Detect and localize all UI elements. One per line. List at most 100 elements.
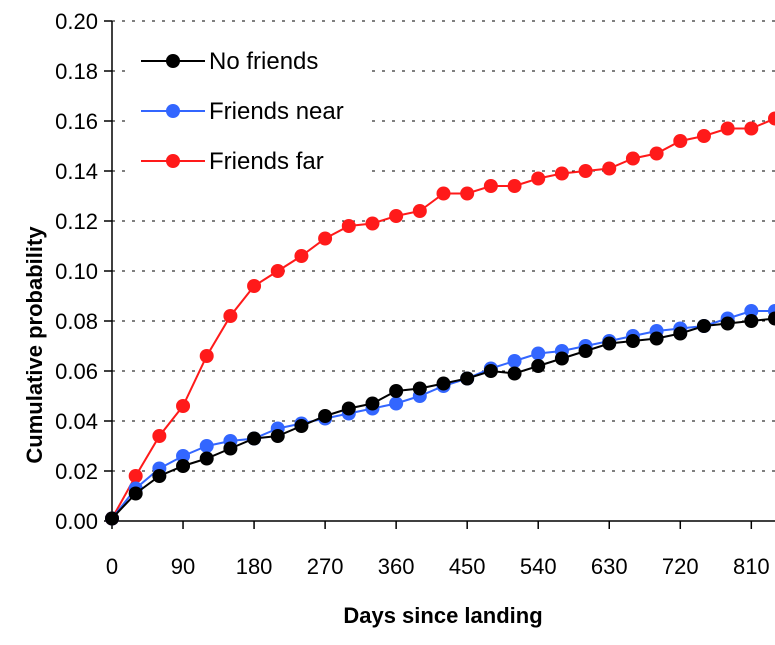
data-point — [460, 371, 475, 386]
data-point — [152, 429, 167, 443]
data-point — [602, 336, 617, 351]
data-point — [199, 349, 214, 363]
legend-item: Friends near — [141, 98, 344, 125]
legend-label: Friends far — [209, 148, 324, 175]
data-point — [531, 359, 546, 373]
data-point — [176, 399, 191, 413]
y-tick-label: 0.12 — [55, 209, 98, 234]
data-point — [483, 179, 498, 193]
series-friends-far — [105, 111, 775, 526]
data-point — [720, 121, 735, 136]
legend-swatch-marker — [166, 154, 180, 168]
data-point — [318, 409, 333, 423]
y-axis-title: Cumulative probability — [22, 226, 47, 464]
data-point — [696, 129, 711, 143]
data-point — [389, 384, 404, 398]
data-point — [389, 209, 404, 223]
data-point — [199, 439, 214, 453]
data-point — [507, 179, 522, 193]
data-point — [744, 121, 759, 136]
data-point — [199, 451, 214, 466]
legend-label: Friends near — [209, 98, 344, 125]
data-point — [507, 366, 522, 381]
data-point — [602, 161, 617, 176]
series-lines — [105, 111, 775, 526]
data-point — [152, 469, 167, 483]
data-point — [460, 186, 475, 201]
data-point — [318, 231, 333, 246]
data-point — [768, 311, 775, 326]
data-point — [649, 146, 664, 161]
data-point — [649, 331, 664, 346]
data-point — [128, 469, 143, 483]
data-point — [673, 326, 688, 341]
data-point — [341, 401, 356, 416]
x-tick-label: 540 — [520, 554, 557, 579]
data-point — [247, 431, 262, 446]
x-tick-label: 720 — [662, 554, 699, 579]
series-line — [111, 310, 775, 520]
y-tick-label: 0.16 — [55, 109, 98, 134]
data-point — [412, 204, 427, 218]
data-point — [412, 381, 427, 396]
data-point — [578, 164, 593, 178]
data-point — [294, 249, 309, 263]
data-point — [128, 486, 143, 501]
x-tick-label: 450 — [449, 554, 486, 579]
x-tick-label: 90 — [171, 554, 195, 579]
data-point — [223, 309, 238, 323]
legend-item: Friends far — [141, 148, 324, 175]
data-point — [436, 376, 451, 391]
legend: No friends Friends near Friends far — [128, 32, 370, 212]
data-point — [744, 304, 759, 318]
x-tick-label: 810 — [733, 554, 770, 579]
y-tick-label: 0.02 — [55, 459, 98, 484]
y-tick-label: 0.06 — [55, 359, 98, 384]
x-tick-label: 180 — [236, 554, 273, 579]
data-point — [294, 419, 309, 433]
data-point — [270, 264, 285, 278]
data-point — [768, 111, 775, 126]
data-point — [176, 459, 191, 473]
x-axis-title: Days since landing — [343, 603, 542, 628]
data-point — [247, 279, 262, 293]
y-tick-label: 0.20 — [55, 9, 98, 34]
data-point — [270, 429, 285, 443]
y-tick-label: 0.10 — [55, 259, 98, 284]
data-point — [365, 216, 380, 231]
y-tick-label: 0.00 — [55, 509, 98, 534]
x-tick-label: 360 — [378, 554, 415, 579]
legend-swatch-marker — [166, 54, 180, 68]
data-point — [105, 511, 119, 526]
data-point — [720, 316, 735, 331]
x-tick-label: 0 — [106, 554, 118, 579]
data-point — [531, 346, 546, 361]
data-point — [673, 134, 688, 148]
data-point — [436, 186, 451, 201]
legend-item: No friends — [141, 48, 318, 75]
data-point — [531, 171, 546, 186]
y-tick-label: 0.18 — [55, 59, 98, 84]
data-point — [625, 334, 640, 348]
data-point — [744, 314, 759, 328]
data-point — [554, 351, 569, 366]
x-tick-label: 270 — [307, 554, 344, 579]
y-tick-label: 0.08 — [55, 309, 98, 334]
y-tick-labels: 0.00 0.02 0.04 0.06 0.08 0.10 0.12 0.14 0.16 0.18… — [55, 9, 98, 534]
data-point — [389, 396, 404, 411]
data-point — [223, 441, 238, 456]
data-point — [554, 166, 569, 181]
legend-swatch-marker — [166, 104, 180, 118]
data-point — [696, 319, 711, 333]
data-point — [365, 396, 380, 411]
data-point — [625, 151, 640, 166]
y-tick-label: 0.14 — [55, 159, 98, 184]
x-tick-labels: 0 90 180 270 360 450 540 630 720 810 — [106, 554, 770, 579]
data-point — [483, 364, 498, 378]
data-point — [578, 344, 593, 358]
series-no-friends — [105, 311, 775, 526]
x-tick-label: 630 — [591, 554, 628, 579]
y-tick-label: 0.04 — [55, 409, 98, 434]
data-point — [176, 449, 191, 463]
data-point — [341, 219, 356, 233]
